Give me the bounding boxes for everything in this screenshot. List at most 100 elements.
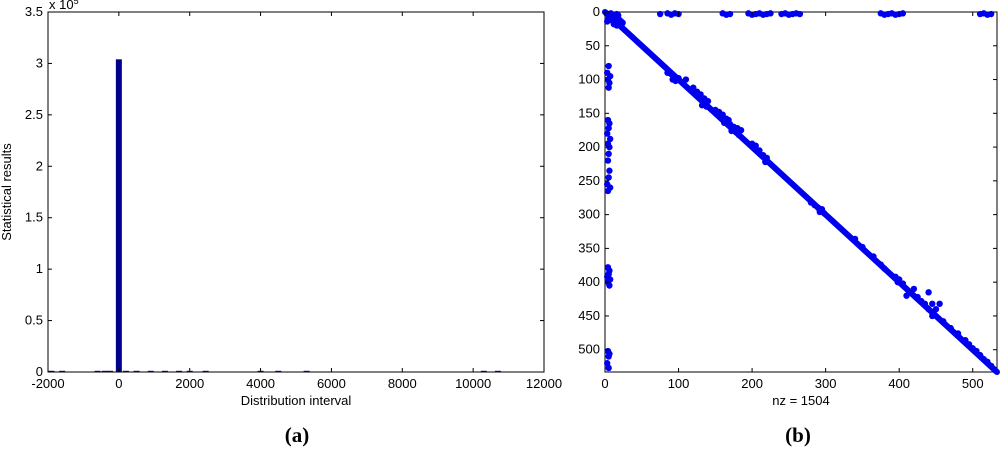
nonzero-point [605,62,612,70]
histogram-x-ticks: -2000 0 2000 4000 6000 8000 10000 12000 [31,12,562,391]
sparsity-x-tick-label: 400 [888,376,910,391]
sparsity-x-tick-label: 300 [815,376,837,391]
nonzero-point [987,10,995,18]
nonzero-point [899,280,907,287]
histogram-y-tick-label: 0 [36,364,43,379]
sparsity-y-ticks: 0 50 100 150 200 250 300 350 400 450 500 [578,4,997,357]
nonzero-point [762,158,769,166]
histogram-bar [161,370,168,372]
histogram-bar [133,370,140,372]
nonzero-point [703,103,710,110]
panel-label-b: (b) [785,423,811,447]
nonzero-point [605,84,612,91]
y-exponent-base: x 10 [49,0,74,12]
sparsity-y-tick-label: 100 [578,72,600,87]
histogram-bar [275,370,282,372]
nonzero-point [690,84,697,91]
sparsity-x-tick-label: 200 [741,376,763,391]
nonzero-point [987,362,995,370]
nonzero-point [604,157,612,164]
histogram-bar [122,370,129,372]
sparsity-x-ticks: 0 100 200 300 400 500 [601,12,984,391]
sparsity-panel: 0 100 200 300 400 500 0 50 100 150 200 250 300 350 40… [578,4,1000,447]
sparsity-y-tick-label: 0 [593,4,600,19]
nonzero-point [604,187,612,195]
histogram-y-tick-label: 0.5 [25,313,43,328]
nonzero-point [606,120,613,127]
histogram-x-label: Distribution interval [241,393,352,408]
nonzero-point [605,150,612,158]
histogram-x-tick-label: 6000 [317,376,346,391]
panel-label-a: (a) [285,423,310,447]
nonzero-point [605,364,612,372]
sparsity-y-tick-label: 150 [578,105,600,120]
histogram-bar [202,370,209,372]
nonzero-point [726,10,734,18]
nonzero-point [973,347,980,355]
nonzero-point [672,77,679,85]
nonzero-point [991,366,998,374]
nonzero-point [619,19,626,27]
nonzero-point [682,76,690,83]
nonzero-point [613,22,620,29]
nonzero-point [605,174,612,181]
nonzero-point [936,300,943,307]
nonzero-point [719,111,726,118]
nonzero-point [606,79,613,87]
histogram-y-tick-label: 2.5 [25,107,43,122]
histogram-bar [115,59,122,373]
histogram-x-tick-label: 8000 [388,376,417,391]
nonzero-point [796,10,804,18]
sparsity-points [603,10,998,374]
nonzero-point [604,130,611,137]
y-exponent-label: x 105 [49,0,79,12]
histogram-x-tick-label: -2000 [31,376,64,391]
histogram-bar [494,370,501,372]
nonzero-point [735,131,743,139]
nonzero-point [767,10,774,17]
histogram-bar [48,370,55,372]
histogram-y-ticks: 0 0.5 1 1.5 2 2.5 3 3.5 [25,4,544,379]
nonzero-point [894,278,901,286]
nonzero-point [609,14,616,22]
nonzero-point [605,124,612,132]
sparsity-x-tick-label: 0 [601,376,608,391]
nonzero-point [910,285,918,293]
nonzero-point [881,265,888,272]
histogram-x-tick-label: 2000 [175,376,204,391]
nonzero-point [606,143,613,151]
nonzero-point [925,289,932,296]
y-exponent-power: 5 [74,0,79,6]
nonzero-point [870,253,877,260]
sparsity-y-tick-label: 250 [578,173,600,188]
nonzero-point [929,300,936,307]
nonzero-point [752,142,759,149]
histogram-bar [480,370,487,372]
nonzero-point [605,353,612,360]
nonzero-point [656,10,664,18]
histogram-y-tick-label: 3.5 [25,4,43,19]
nonzero-point [929,312,936,320]
histogram-plot-area [47,11,545,373]
nonzero-point [947,324,954,332]
histogram-y-tick-label: 2 [36,158,43,173]
sparsity-x-tick-label: 500 [962,376,984,391]
histogram-bar [101,370,108,372]
nonzero-point [914,293,921,301]
nonzero-point [984,358,991,366]
histogram-bar [94,370,101,372]
histogram-x-tick-label: 10000 [455,376,491,391]
sparsity-x-tick-label: 100 [668,376,690,391]
nonzero-point [859,243,866,251]
nonzero-point [899,10,907,17]
nonzero-point [976,351,984,359]
nonzero-point [932,305,940,313]
sparsity-y-tick-label: 350 [578,240,600,255]
histogram-y-tick-label: 1 [36,261,43,276]
sparsity-y-tick-label: 450 [578,308,600,323]
nonzero-point [606,282,613,289]
nonzero-point [954,330,962,337]
histogram-bar [59,370,66,372]
nonzero-point [903,292,910,299]
